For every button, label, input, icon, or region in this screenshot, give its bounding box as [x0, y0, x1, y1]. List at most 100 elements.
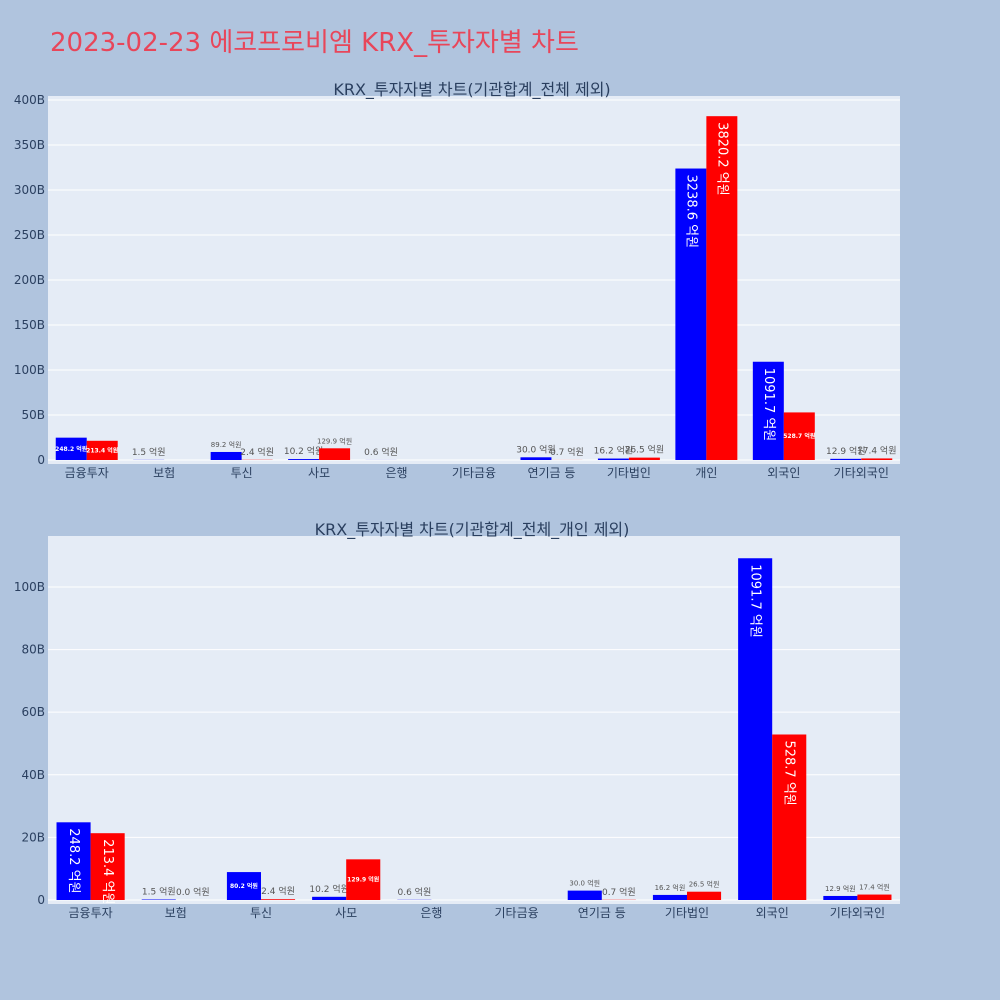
bar-value-label: 213.4 억원 — [86, 446, 118, 454]
sell-bar — [346, 859, 381, 900]
bar-value-label: 17.4 억원 — [857, 444, 896, 456]
bar-value-label: 16.2 억원 — [655, 883, 686, 892]
y-tick-label: 100B — [14, 580, 45, 594]
x-tick-label: 투신 — [250, 906, 272, 920]
y-tick-label: 0 — [37, 453, 45, 467]
y-tick-label: 100B — [14, 363, 45, 377]
buy-bar — [675, 168, 707, 460]
bar-value-label: 3820.2 억원 — [714, 122, 729, 196]
buy-bar — [312, 896, 347, 900]
bar-value-label: 80.2 억원 — [230, 882, 258, 890]
y-tick-label: 300B — [14, 183, 45, 197]
x-tick-label: 기타법인 — [607, 466, 651, 480]
bar-value-label: 10.2 억원 — [284, 445, 323, 457]
x-tick-label: 사모 — [308, 466, 330, 480]
x-tick-label: 금융투자 — [65, 466, 109, 480]
x-tick-label: 연기금 등 — [527, 466, 575, 480]
y-tick-label: 60B — [21, 705, 45, 719]
buy-bar — [738, 558, 773, 900]
y-tick-label: 200B — [14, 273, 45, 287]
x-tick-label: 개인 — [695, 466, 717, 480]
x-tick-label: 보험 — [165, 906, 187, 920]
y-tick-label: 400B — [14, 93, 45, 107]
sell-bar — [772, 734, 807, 900]
bar-value-label: 0.7 억원 — [550, 446, 584, 458]
y-tick-label: 50B — [21, 408, 45, 422]
sell-bar — [687, 891, 722, 900]
bar-value-label: 12.9 억원 — [826, 445, 865, 457]
bar-value-label: 0.6 억원 — [397, 886, 431, 898]
buy-bar — [597, 458, 629, 460]
bar-value-label: 213.4 억원 — [100, 839, 115, 904]
y-tick-label: 20B — [21, 830, 45, 844]
bar-value-label: 1091.7 억원 — [748, 564, 763, 638]
bar-value-label: 17.4 억원 — [859, 883, 890, 892]
sell-bar — [857, 894, 892, 900]
bar-value-label: 2.4 억원 — [261, 885, 295, 897]
chart-top: 0 50B 100B 150B 200B 250B 300B 350B 400B KRX_투자자별… — [14, 80, 900, 480]
bar-value-label: 129.9 억원 — [317, 436, 352, 445]
buy-bar — [288, 459, 320, 460]
x-tick-label: 기타금융 — [452, 466, 496, 480]
sell-bar — [628, 457, 660, 460]
buy-bar — [55, 437, 87, 460]
bar-value-label: 2.4 억원 — [240, 446, 274, 458]
bar-value-label: 30.0 억원 — [516, 443, 555, 455]
x-tick-label: 기타외국인 — [830, 906, 885, 920]
bar-value-label: 248.2 억원 — [66, 828, 81, 893]
x-tick-label: 외국인 — [756, 906, 789, 920]
bar-value-label: 129.9 억원 — [347, 876, 379, 884]
sell-bar — [86, 440, 118, 460]
buy-bar — [752, 361, 784, 460]
bar-value-label: 30.0 억원 — [569, 879, 600, 888]
y-tick-label: 150B — [14, 318, 45, 332]
bar-value-label: 26.5 억원 — [625, 444, 664, 456]
x-tick-label: 투신 — [231, 466, 253, 480]
y-tick-label: 80B — [21, 643, 45, 657]
bar-value-label: 1091.7 억원 — [761, 368, 776, 442]
y-tick-label: 40B — [21, 768, 45, 782]
x-tick-label: 은행 — [385, 465, 407, 480]
buy-bar — [823, 895, 858, 900]
chart-title: KRX_투자자별 차트(기관합계_전체_개인 제외) — [315, 520, 630, 540]
bar-value-label: 248.2 억원 — [55, 445, 87, 453]
bar-value-label: 10.2 억원 — [309, 883, 348, 895]
x-tick-label: 사모 — [335, 906, 357, 920]
bar-value-label: 89.2 억원 — [211, 440, 242, 449]
buy-bar — [567, 890, 602, 900]
y-tick-label: 0 — [37, 893, 45, 907]
bar-value-label: 1.5 억원 — [132, 446, 166, 458]
buy-bar — [652, 894, 687, 900]
bar-value-label: 0.6 억원 — [364, 446, 398, 458]
buy-bar — [830, 458, 862, 460]
buy-bar — [226, 872, 261, 900]
buy-bar — [520, 457, 552, 460]
x-tick-label: 은행 — [420, 905, 442, 920]
bar-value-label: 16.2 억원 — [594, 445, 633, 457]
bar-value-label: 1.5 억원 — [142, 886, 176, 898]
chart-title: KRX_투자자별 차트(기관합계_전체 제외) — [333, 80, 610, 100]
page-title: 2023-02-23 에코프로비엠 KRX_투자자별 차트 — [50, 28, 579, 58]
bar-value-label: 26.5 억원 — [689, 880, 720, 889]
chart-bottom: 0 20B 40B 60B 80B 100B KRX_투자자별 차트(기관합계_전체_개인 … — [14, 520, 900, 920]
y-tick-label: 350B — [14, 138, 45, 152]
x-tick-label: 기타금융 — [495, 906, 539, 920]
sell-bar — [90, 833, 125, 900]
bar-value-label: 3238.6 억원 — [683, 175, 698, 249]
buy-bar — [210, 451, 242, 460]
bar-value-label: 12.9 억원 — [825, 884, 856, 893]
sell-bar — [861, 458, 893, 460]
x-tick-label: 외국인 — [767, 466, 800, 480]
bar-value-label: 0.7 억원 — [602, 886, 636, 898]
x-tick-label: 금융투자 — [69, 906, 113, 920]
x-tick-label: 보험 — [153, 466, 175, 480]
sell-bar — [261, 899, 296, 900]
bar-value-label: 528.7 억원 — [783, 432, 815, 440]
sell-bar — [319, 448, 351, 460]
sell-bar — [706, 116, 738, 460]
y-tick-label: 250B — [14, 228, 45, 242]
x-tick-label: 연기금 등 — [578, 906, 626, 920]
bar-value-label: 0.0 억원 — [176, 886, 210, 898]
x-tick-label: 기타외국인 — [834, 466, 889, 480]
